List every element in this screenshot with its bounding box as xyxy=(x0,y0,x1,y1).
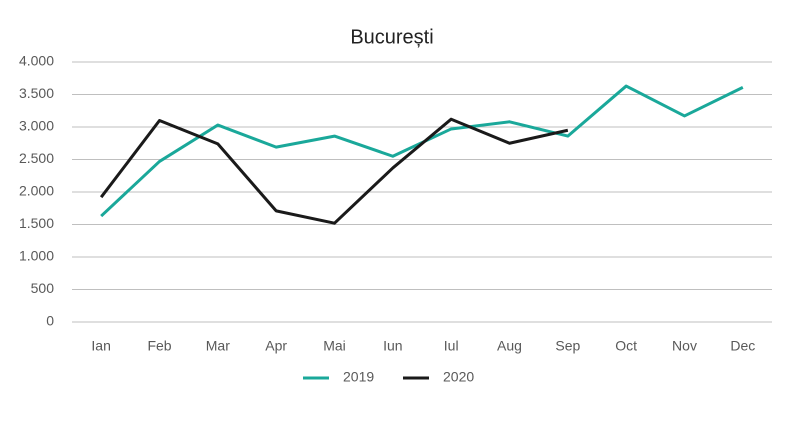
x-tick-label: Sep xyxy=(555,338,580,354)
x-tick-label: Oct xyxy=(615,338,637,354)
y-tick-label: 0 xyxy=(46,313,54,329)
y-tick-label: 3.000 xyxy=(19,118,54,134)
line-series xyxy=(99,117,569,225)
x-tick-label: Apr xyxy=(265,338,287,354)
x-tick-label: Feb xyxy=(147,338,171,354)
x-tick-label: Ian xyxy=(91,338,110,354)
y-tick-label: 500 xyxy=(31,280,55,296)
x-tick-label: Dec xyxy=(730,338,755,354)
legend-label: 2020 xyxy=(443,369,474,385)
y-tick-label: 2.500 xyxy=(19,150,54,166)
chart-title: București xyxy=(350,26,433,48)
x-tick-label: Aug xyxy=(497,338,522,354)
x-tick-label: Nov xyxy=(672,338,697,354)
y-tick-label: 2.000 xyxy=(19,183,54,199)
y-tick-label: 3.500 xyxy=(19,85,54,101)
x-tick-label: Mai xyxy=(323,338,346,354)
y-tick-label: 4.000 xyxy=(19,53,54,69)
line-series xyxy=(100,84,744,218)
y-tick-label: 1.000 xyxy=(19,248,54,264)
x-tick-label: Iul xyxy=(444,338,459,354)
legend-label: 2019 xyxy=(343,369,374,385)
y-tick-label: 1.500 xyxy=(19,215,54,231)
x-tick-label: Iun xyxy=(383,338,402,354)
x-tick-label: Mar xyxy=(206,338,230,354)
